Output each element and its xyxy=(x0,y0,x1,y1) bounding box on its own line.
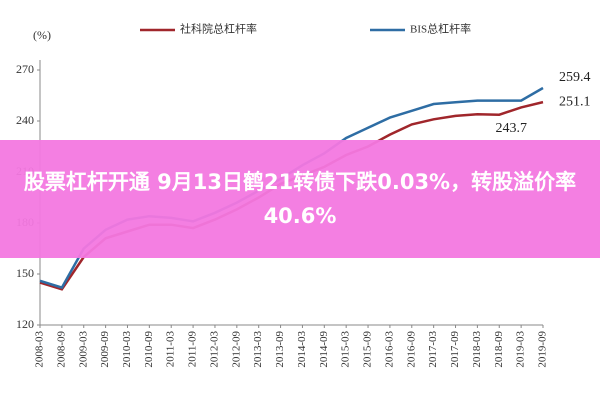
y-tick-label: 270 xyxy=(16,62,34,76)
x-tick-label: 2012-03 xyxy=(208,331,220,368)
x-tick-label: 2013-09 xyxy=(274,331,286,368)
data-label: 259.4 xyxy=(559,70,591,85)
y-tick-label: 240 xyxy=(16,113,34,127)
x-tick-label: 2015-03 xyxy=(340,331,352,368)
banner: 股票杠杆开通 9月13日鹤21转债下跌0.03%，转股溢价率40.6% xyxy=(0,140,600,258)
x-tick-label: 2010-03 xyxy=(121,331,133,368)
x-tick-label: 2018-09 xyxy=(493,331,505,368)
x-tick-label: 2016-09 xyxy=(405,331,417,368)
x-tick-label: 2019-09 xyxy=(537,331,549,368)
y-tick-label: 150 xyxy=(16,266,34,280)
x-tick-label: 2008-03 xyxy=(34,331,46,368)
legend-label: 社科院总杠杆率 xyxy=(180,22,257,36)
x-tick-label: 2015-09 xyxy=(362,331,374,368)
y-tick-label: 120 xyxy=(16,317,34,331)
x-tick-label: 2009-09 xyxy=(99,331,111,368)
x-tick-label: 2011-03 xyxy=(165,331,177,368)
x-tick-label: 2014-09 xyxy=(318,331,330,368)
x-tick-label: 2016-03 xyxy=(383,331,395,368)
x-tick-label: 2009-03 xyxy=(77,331,89,368)
x-tick-label: 2014-03 xyxy=(296,331,308,368)
x-tick-label: 2012-09 xyxy=(230,331,242,368)
data-label: 251.1 xyxy=(559,94,591,109)
x-tick-label: 2010-09 xyxy=(143,331,155,368)
x-tick-label: 2018-03 xyxy=(471,331,483,368)
x-tick-label: 2019-03 xyxy=(515,331,527,368)
x-tick-label: 2013-03 xyxy=(252,331,264,368)
x-tick-label: 2017-09 xyxy=(449,331,461,368)
data-label: 243.7 xyxy=(496,121,528,136)
x-tick-label: 2011-09 xyxy=(187,331,199,368)
x-tick-label: 2008-09 xyxy=(55,331,67,368)
legend-label: BIS总杠杆率 xyxy=(410,22,471,36)
x-tick-label: 2017-03 xyxy=(427,331,439,368)
y-unit-label: (%) xyxy=(33,28,51,42)
